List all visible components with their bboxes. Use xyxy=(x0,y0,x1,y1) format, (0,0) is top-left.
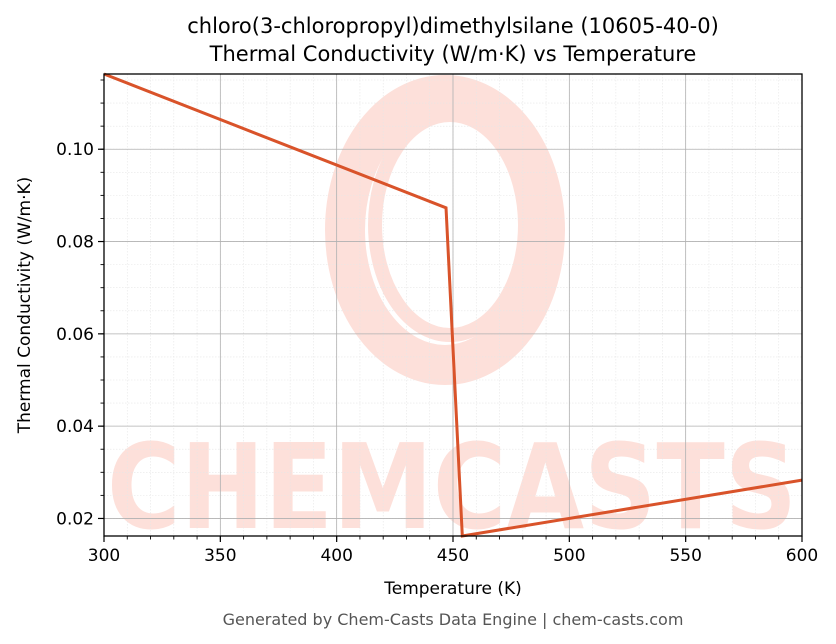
x-tick-label: 500 xyxy=(553,546,585,566)
x-tick-label: 350 xyxy=(204,546,236,566)
x-tick-label: 600 xyxy=(786,546,818,566)
x-tick-label: 550 xyxy=(669,546,701,566)
chart-subtitle: Thermal Conductivity (W/m·K) vs Temperat… xyxy=(209,42,697,66)
y-axis-label: Thermal Conductivity (W/m·K) xyxy=(15,177,35,435)
watermark-text: CHEMCASTS xyxy=(107,418,797,556)
footer-text: Generated by Chem-Casts Data Engine | ch… xyxy=(223,610,684,629)
x-tick-label: 300 xyxy=(88,546,120,566)
x-axis-label: Temperature (K) xyxy=(383,579,522,599)
series-line xyxy=(103,72,803,538)
y-tick-label: 0.04 xyxy=(56,417,94,437)
chart-title: chloro(3-chloropropyl)dimethylsilane (10… xyxy=(187,14,719,38)
watermark: CHEMCASTS xyxy=(107,75,797,556)
y-tick-label: 0.08 xyxy=(56,233,94,253)
y-tick-label: 0.10 xyxy=(56,140,94,160)
y-tick-label: 0.06 xyxy=(56,325,94,345)
x-ticks: 300 350 400 450 500 550 600 xyxy=(88,536,818,566)
y-tick-label: 0.02 xyxy=(56,509,94,529)
y-ticks: 0.02 0.04 0.06 0.08 0.10 xyxy=(56,79,104,529)
x-tick-label: 450 xyxy=(437,546,469,566)
watermark-swirl-icon xyxy=(325,75,565,385)
x-tick-label: 400 xyxy=(320,546,352,566)
